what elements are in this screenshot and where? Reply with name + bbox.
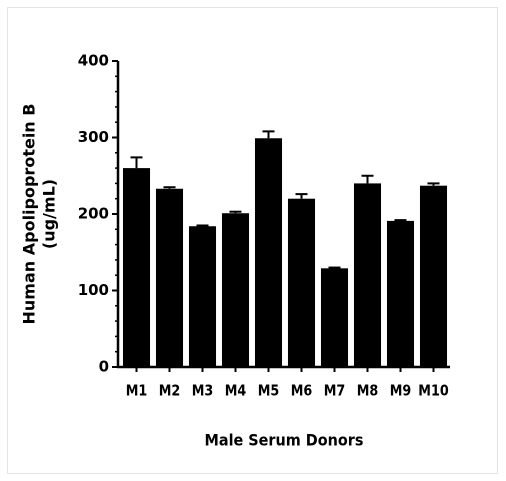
bar — [221, 213, 250, 367]
bar — [254, 138, 283, 367]
x-tick-label: M5 — [258, 382, 280, 399]
bar — [353, 183, 382, 367]
y-tick-label: 400 — [78, 52, 109, 70]
y-tick-label: 300 — [78, 128, 109, 146]
bar — [122, 168, 151, 367]
x-tick-label: M4 — [225, 382, 247, 399]
x-tick-label: M3 — [192, 382, 214, 399]
x-tick-label: M2 — [159, 382, 181, 399]
x-tick-label: M10 — [418, 382, 449, 399]
y-tick-label: 0 — [99, 358, 109, 376]
bar — [155, 188, 184, 367]
x-axis-label: Male Serum Donors — [205, 431, 364, 450]
bar — [320, 268, 349, 367]
x-tick-label: M6 — [291, 382, 313, 399]
bar — [386, 220, 415, 367]
bar — [188, 226, 217, 367]
y-axis-label: Human Apolipoprotein B — [20, 104, 39, 325]
bar — [419, 185, 448, 367]
y-tick-label: 200 — [78, 205, 109, 223]
x-tick-label: M1 — [126, 382, 148, 399]
x-tick-label: M8 — [357, 382, 379, 399]
bar — [287, 198, 316, 367]
y-tick-label: 100 — [78, 281, 109, 299]
x-tick-label: M9 — [390, 382, 412, 399]
y-axis-label: (ug/mL) — [40, 179, 59, 249]
x-tick-label: M7 — [324, 382, 346, 399]
frame — [7, 7, 498, 474]
